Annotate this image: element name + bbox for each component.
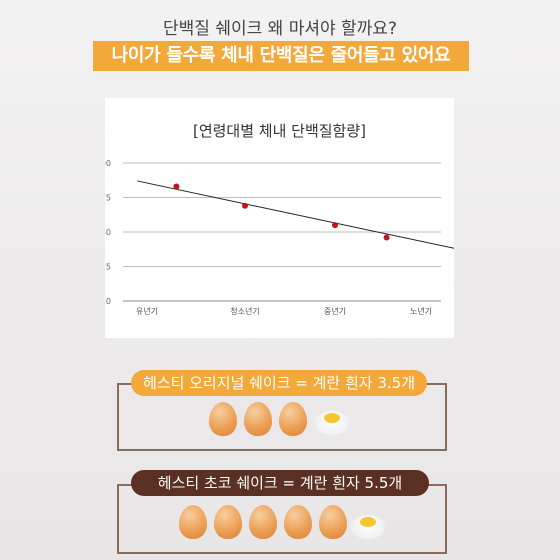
y-tick-label: 0 bbox=[106, 297, 111, 306]
data-point bbox=[242, 202, 248, 209]
x-tick-label: 유년기 bbox=[136, 306, 158, 316]
egg-icon bbox=[284, 505, 312, 539]
choco-shake-label: 헤스티 초코 쉐이크 = 계란 흰자 5.5개 bbox=[131, 470, 429, 496]
data-point bbox=[173, 183, 180, 190]
data-point bbox=[332, 222, 338, 229]
chart-title: [연령대별 체내 단백질함량] bbox=[192, 122, 367, 140]
egg-icon bbox=[214, 505, 242, 539]
x-tick-label: 중년기 bbox=[324, 306, 346, 316]
egg-icon bbox=[279, 402, 307, 436]
question-heading: 단백질 쉐이크 왜 마셔야 할까요? bbox=[163, 19, 397, 39]
protein-chart: 0 25 50 75 100 유년기 청소년기 중년기 노년기 bbox=[105, 159, 454, 316]
x-tick-label: 청소년기 bbox=[230, 306, 259, 316]
y-tick-label: 75 bbox=[105, 194, 111, 203]
boiled-egg-half-icon bbox=[314, 405, 350, 435]
trend-line bbox=[137, 180, 454, 249]
y-tick-label: 100 bbox=[105, 159, 111, 168]
egg-icon bbox=[244, 402, 272, 436]
egg-icon bbox=[179, 505, 207, 539]
headline-banner: 나이가 들수록 체내 단백질은 줄어들고 있어요 bbox=[93, 41, 469, 71]
y-tick-label: 25 bbox=[105, 263, 111, 272]
egg-icon bbox=[209, 402, 237, 436]
y-tick-label: 50 bbox=[105, 228, 111, 237]
boiled-egg-half-icon bbox=[350, 509, 386, 539]
chart-card: 0 25 50 75 100 유년기 청소년기 중년기 노년기 [연령대별 체내 단백질함량] bbox=[105, 98, 454, 338]
egg-icon bbox=[249, 505, 277, 539]
original-shake-label: 헤스티 오리지널 쉐이크 = 계란 흰자 3.5개 bbox=[131, 370, 427, 396]
egg-icon bbox=[319, 505, 347, 539]
x-tick-label: 노년기 bbox=[410, 306, 432, 316]
data-point bbox=[383, 234, 390, 241]
